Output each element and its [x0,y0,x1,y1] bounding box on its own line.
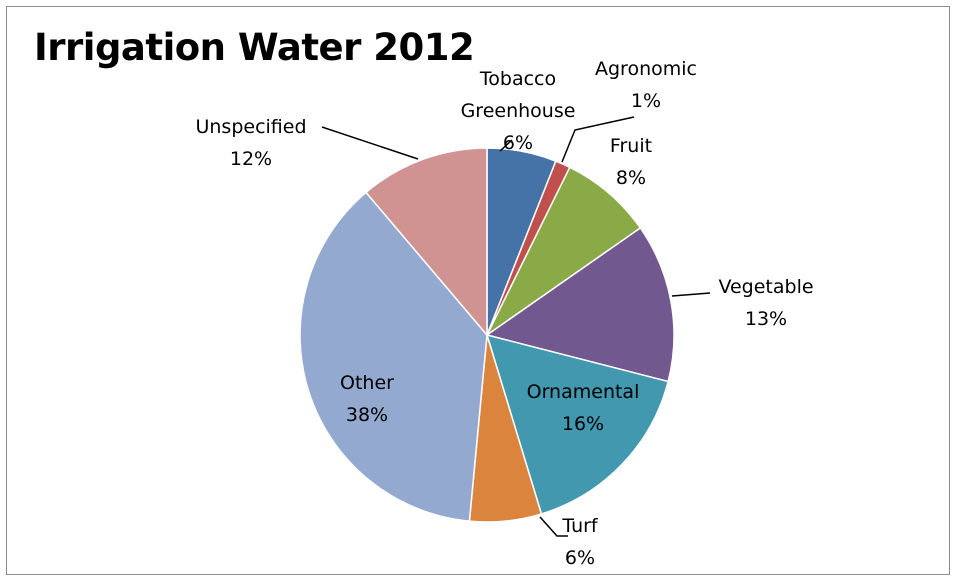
pie-slice-vegetable [485,226,675,383]
pie-slice-other [299,191,488,522]
data-label-turf: Turf 6% [561,515,599,569]
data-label-vegetable: Vegetable 13% [718,276,813,330]
chart-title: Irrigation Water 2012 [34,26,475,69]
pie-slice-ornamental [485,333,670,515]
data-label-other: Other 38% [340,372,394,426]
data-label-agronomic: Agronomic 1% [595,58,697,112]
data-label-percent-agronomic: 1% [631,90,661,112]
leader-line-tobacco-greenhouse [499,139,513,152]
data-label-percent-fruit: 8% [616,167,646,189]
pie-slice-unspecified [364,147,488,338]
data-label-percent-unspecified: 12% [230,148,272,170]
pie-slice-fruit [486,166,642,336]
leader-line-agronomic [561,116,635,163]
leader-line-unspecified [321,126,419,160]
data-label-percent-vegetable: 13% [745,308,787,330]
data-label-percent-tobacco-greenhouse: 6% [503,132,533,154]
leader-line-vegetable [671,292,711,297]
data-label-tobacco-greenhouse: Tobacco Greenhouse 6% [461,68,576,154]
data-label-percent-ornamental: 16% [562,413,604,435]
data-label-ornamental: Ornamental 16% [527,381,640,435]
data-label-percent-other: 38% [346,404,388,426]
data-label-unspecified: Unspecified 12% [195,116,306,170]
data-label-percent-turf: 6% [565,547,595,569]
data-label-fruit: Fruit 8% [610,135,652,189]
leader-line-turf [539,516,568,537]
